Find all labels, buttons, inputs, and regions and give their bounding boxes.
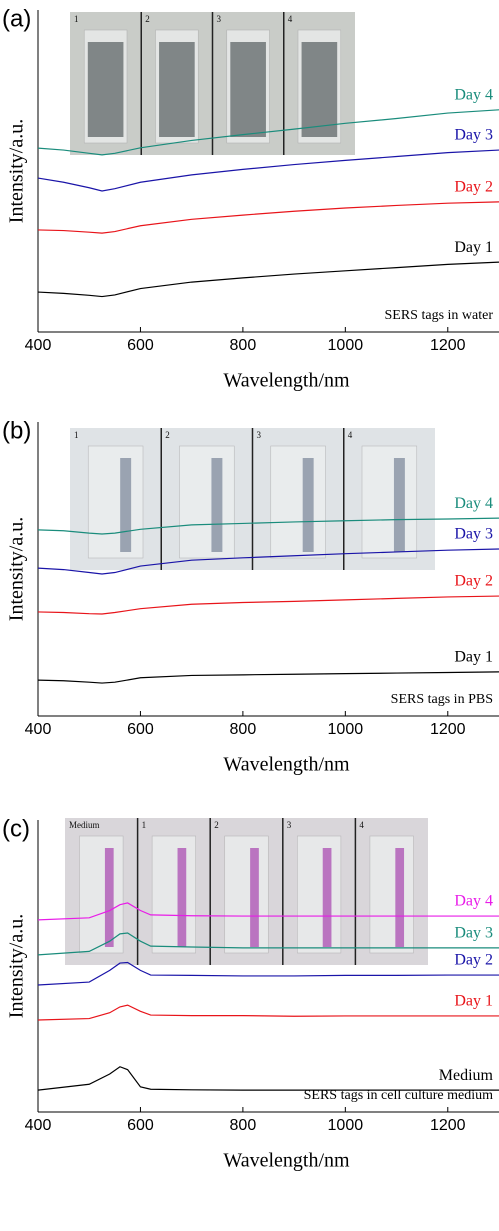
x-tick-label: 1000: [328, 1117, 364, 1134]
x-axis-title: Wavelength/nm: [223, 370, 350, 392]
annotation: SERS tags in cell culture medium: [304, 1088, 493, 1103]
annotation: SERS tags in PBS: [391, 692, 493, 707]
sample: [211, 458, 223, 552]
inset-label: 1: [142, 820, 147, 830]
spectrum-line: [37, 1066, 499, 1091]
series-label: Day 2: [454, 573, 493, 590]
panel-label: (a): [2, 5, 31, 32]
x-tick-label: 600: [127, 1117, 154, 1134]
y-axis-title: Intensity/a.u.: [6, 914, 28, 1018]
x-tick-label: 400: [25, 337, 52, 354]
x-tick-label: 400: [25, 721, 52, 738]
x-axis-title: Wavelength/nm: [223, 754, 350, 776]
spectrum-line: [37, 149, 499, 192]
y-axis-title: Intensity/a.u.: [6, 119, 28, 223]
cuvette: [87, 445, 144, 559]
inset-label: 3: [257, 430, 262, 440]
sample: [393, 458, 405, 552]
sample: [302, 458, 314, 552]
x-tick-label: 800: [230, 337, 257, 354]
series-label: Day 3: [454, 127, 493, 144]
spectrum-line: [37, 671, 499, 684]
sample: [87, 42, 124, 137]
series-label: Day 3: [454, 526, 493, 543]
series-label: Medium: [439, 1067, 494, 1084]
cuvette: [369, 835, 414, 954]
spectrum-line: [37, 932, 499, 956]
x-tick-label: 800: [230, 721, 257, 738]
cuvette: [151, 835, 196, 954]
sample: [230, 42, 266, 137]
series-label: Day 2: [454, 952, 493, 969]
series-label: Day 4: [454, 893, 493, 910]
inset-label: 1: [74, 14, 79, 24]
sample: [395, 848, 405, 947]
spectrum-line: [37, 902, 499, 921]
x-tick-label: 1200: [430, 337, 466, 354]
x-tick-label: 600: [127, 721, 154, 738]
cuvette: [224, 835, 269, 954]
inset-label: 3: [217, 14, 222, 24]
x-axis-title: Wavelength/nm: [223, 1150, 350, 1172]
panel-label: (c): [2, 815, 30, 842]
cuvette: [79, 835, 124, 954]
spectrum-line: [37, 261, 499, 298]
spectrum-line: [37, 517, 499, 535]
y-axis-title: Intensity/a.u.: [6, 517, 28, 621]
series-label: Day 1: [454, 649, 493, 666]
inset-label: 4: [359, 820, 364, 830]
annotation: SERS tags in water: [385, 308, 494, 323]
cuvette: [179, 445, 235, 559]
x-tick-label: 1200: [430, 1117, 466, 1134]
x-tick-label: 800: [230, 1117, 257, 1134]
spectrum-line: [37, 201, 499, 234]
cuvette: [270, 445, 326, 559]
inset-label: 3: [287, 820, 292, 830]
x-tick-label: 1000: [328, 337, 364, 354]
inset-label: 4: [288, 14, 293, 24]
cuvette: [297, 835, 342, 954]
x-tick-label: 600: [127, 337, 154, 354]
inset-label: 1: [74, 430, 79, 440]
series-label: Day 3: [454, 925, 493, 942]
x-tick-label: 400: [25, 1117, 52, 1134]
x-tick-label: 1000: [328, 721, 364, 738]
x-tick-label: 1200: [430, 721, 466, 738]
sample: [250, 848, 259, 947]
spectrum-line: [37, 1004, 499, 1021]
inset-label: 2: [214, 820, 219, 830]
sample: [120, 458, 132, 552]
sample: [159, 42, 195, 137]
series-label: Day 2: [454, 179, 493, 196]
sample: [104, 848, 114, 947]
inset-label: Medium: [69, 820, 100, 830]
cuvette: [361, 445, 418, 559]
panel-label: (b): [2, 417, 31, 444]
inset-label: 2: [165, 430, 170, 440]
sample: [301, 42, 338, 137]
inset-label: 4: [348, 430, 353, 440]
sample: [177, 848, 187, 947]
sample: [322, 848, 332, 947]
series-label: Day 4: [454, 495, 493, 512]
series-label: Day 1: [454, 993, 493, 1010]
spectrum-line: [37, 109, 499, 156]
inset-label: 2: [145, 14, 150, 24]
series-label: Day 1: [454, 239, 493, 256]
series-label: Day 4: [454, 86, 493, 103]
spectrum-line: [37, 595, 499, 615]
spectrum-line: [37, 548, 499, 575]
spectrum-line: [37, 961, 499, 986]
